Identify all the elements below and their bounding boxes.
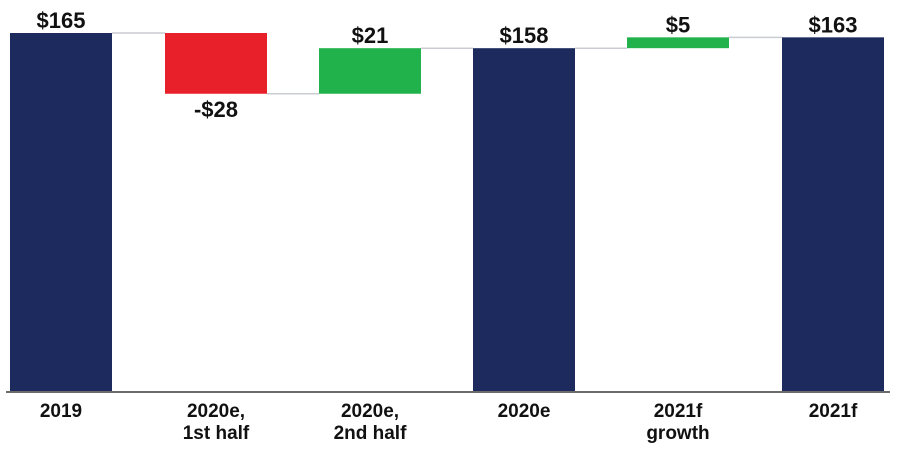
bars-group — [10, 33, 884, 392]
value-label-2: -$28 — [194, 97, 238, 122]
bar-6 — [782, 37, 884, 392]
connector-lines — [112, 32, 782, 95]
value-labels-group: $165 -$28 $21 $158 $5 $163 — [37, 8, 858, 122]
category-label-5-line-2: growth — [646, 423, 709, 444]
bar-5 — [627, 37, 729, 49]
value-label-3: $21 — [352, 23, 389, 48]
bar-1 — [10, 33, 112, 391]
bar-3 — [319, 48, 421, 94]
category-label-4-line-1: 2020e — [498, 401, 551, 422]
value-label-1: $165 — [37, 8, 86, 33]
category-label-3-line-2: 2nd half — [334, 423, 408, 444]
category-label-5-line-1: 2021f — [654, 401, 703, 422]
category-label-1-line-1: 2019 — [40, 401, 82, 422]
value-label-5: $5 — [666, 12, 690, 37]
bar-4 — [473, 48, 575, 392]
category-label-2-line-1: 2020e, — [187, 401, 245, 422]
category-label-3-line-1: 2020e, — [341, 401, 399, 422]
category-label-6-line-1: 2021f — [809, 401, 858, 422]
bar-2 — [165, 33, 267, 94]
category-label-2-line-2: 1st half — [183, 423, 250, 444]
value-label-6: $163 — [809, 12, 858, 37]
value-label-4: $158 — [500, 23, 549, 48]
